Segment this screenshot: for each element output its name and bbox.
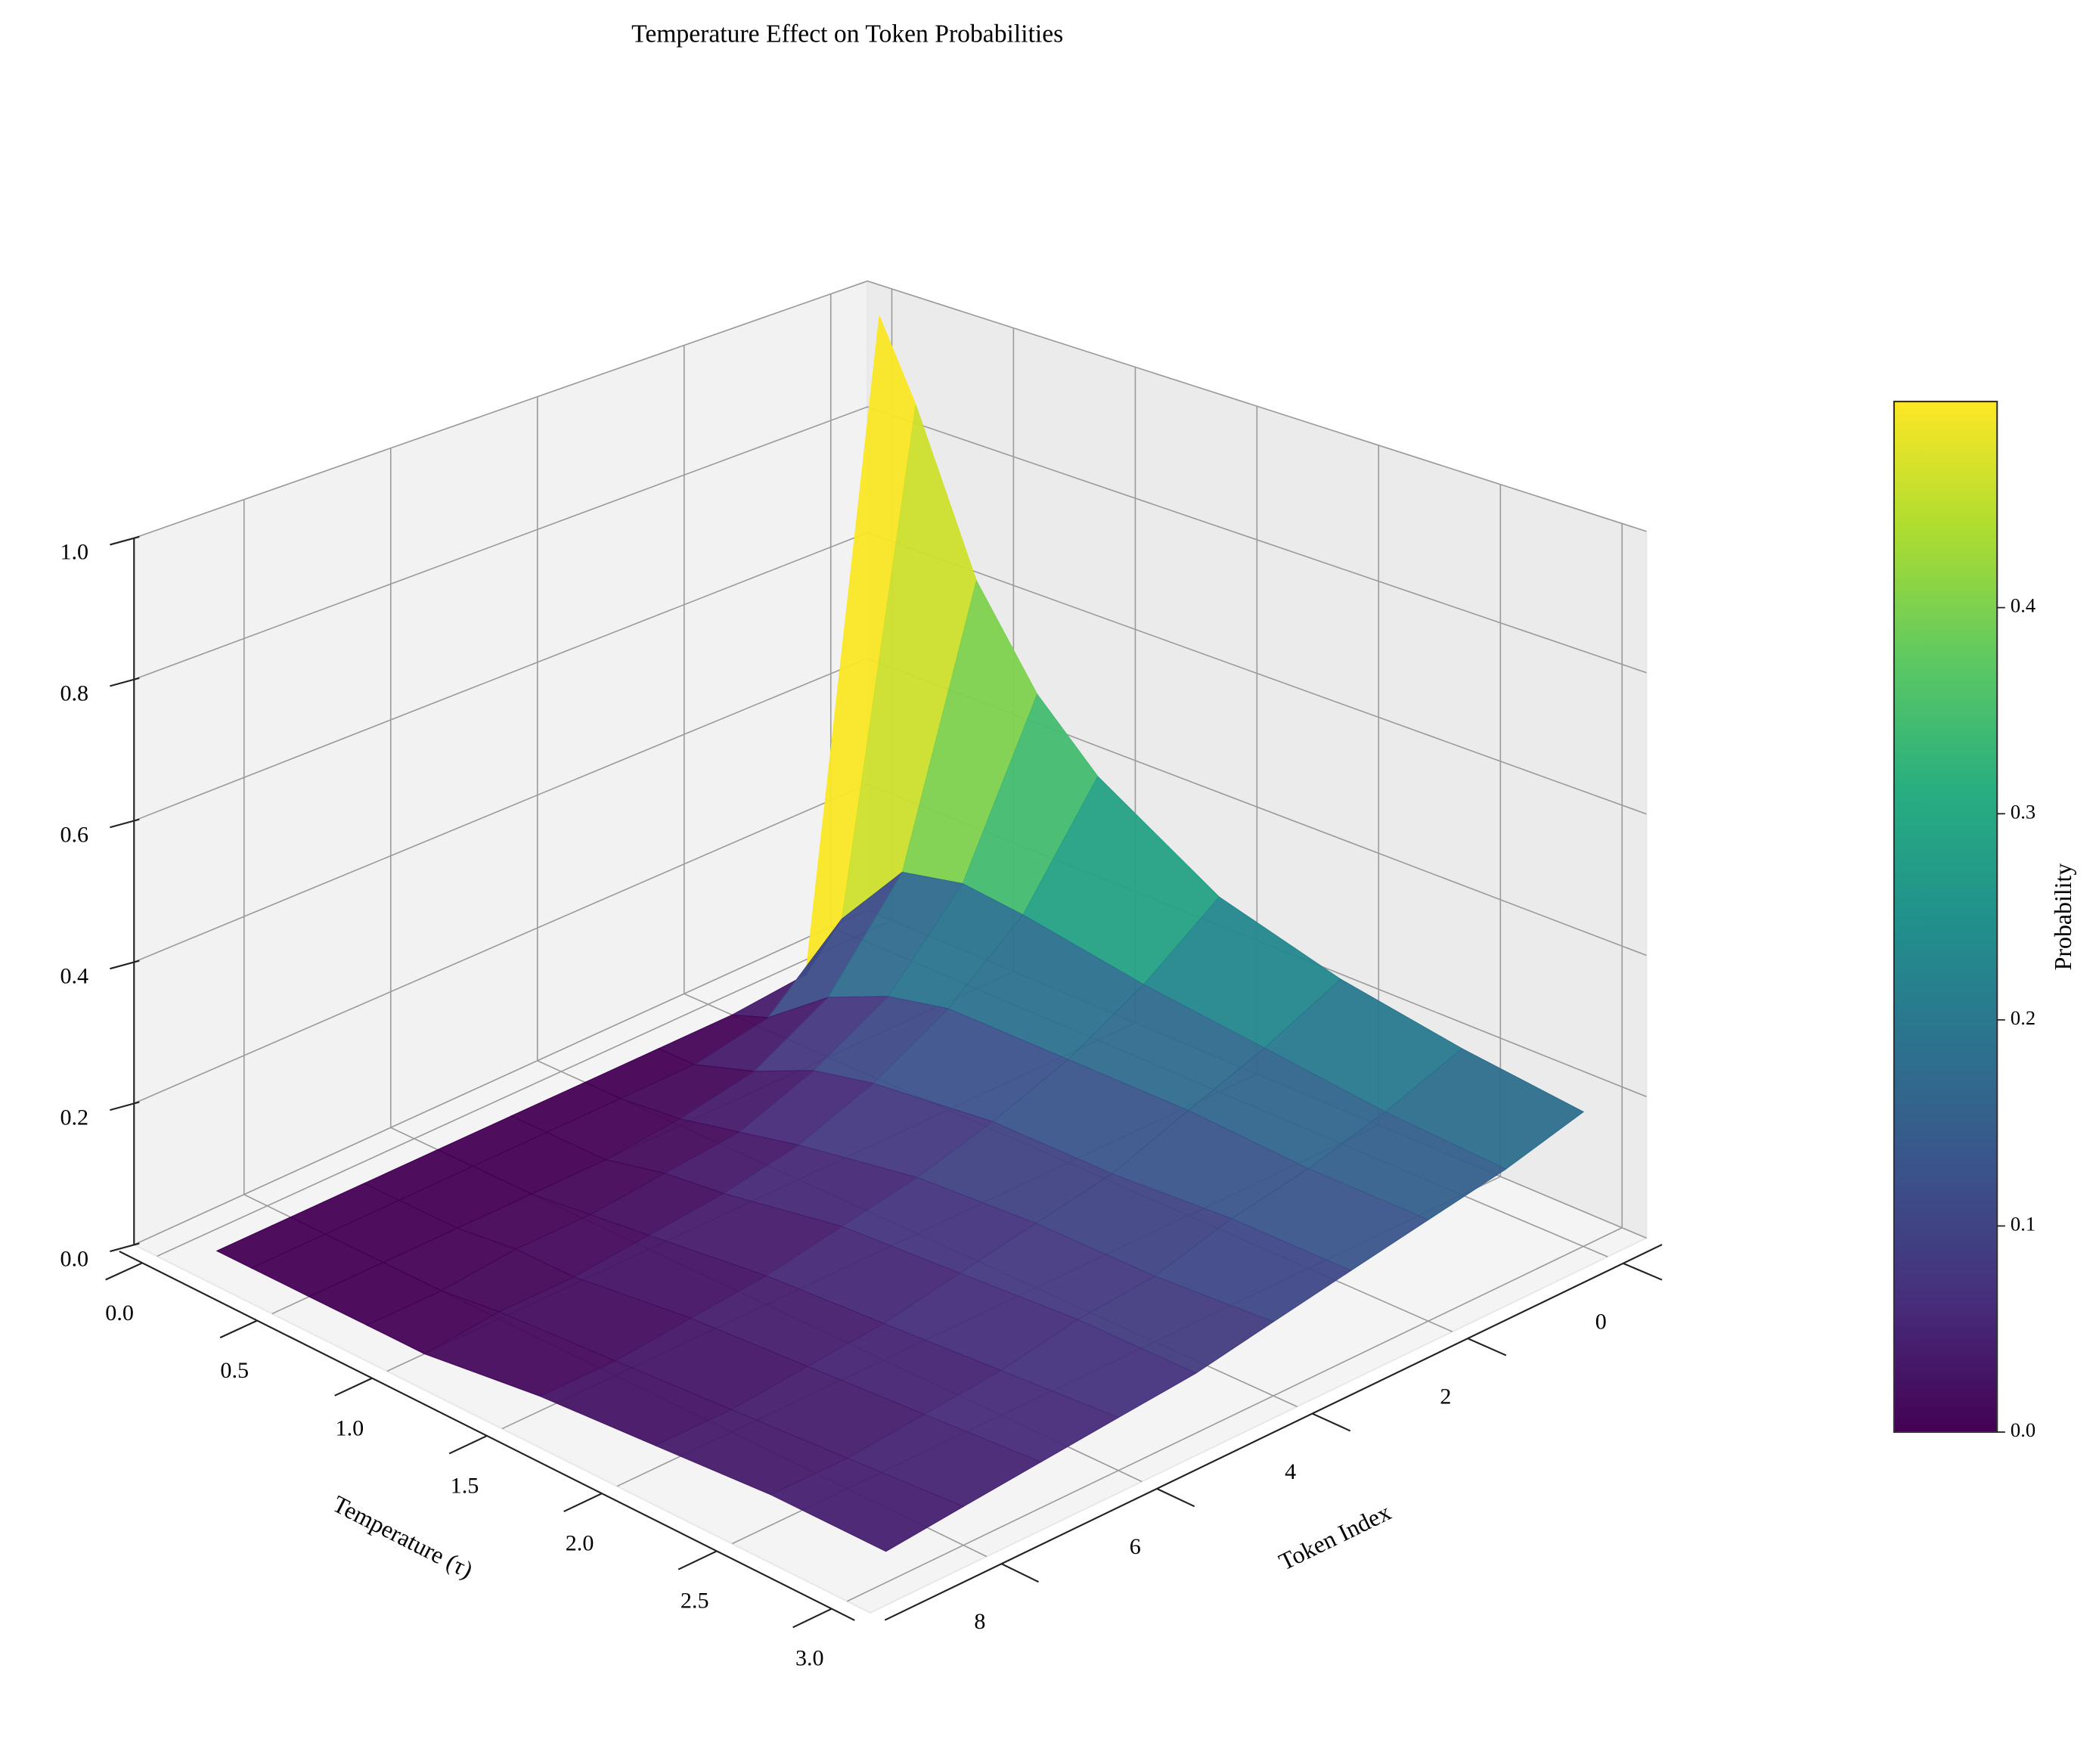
y-tick (563, 1493, 603, 1513)
x-tick (1000, 1563, 1040, 1583)
x-axis-line (884, 1244, 1663, 1621)
z-tick (110, 960, 140, 970)
grid-line (133, 280, 1647, 539)
y-tick-label: 0.5 (220, 1357, 249, 1383)
y-tick (792, 1607, 832, 1629)
y-axis-label: Temperature (τ) (329, 1490, 477, 1583)
y-tick-label: 1.0 (336, 1415, 364, 1440)
z-tick-label: 0.0 (60, 1245, 88, 1271)
z-tick (110, 1101, 140, 1111)
colorbar-tick-label: 0.2 (2011, 1006, 2035, 1029)
surface (215, 315, 1585, 1552)
colorbar-tick-label: 0.0 (2011, 1418, 2035, 1441)
x-tick (1156, 1487, 1195, 1508)
x-tick (1467, 1338, 1507, 1356)
y-tick (105, 1262, 143, 1281)
y-tick (219, 1319, 258, 1339)
z-tick-label: 0.6 (60, 822, 88, 848)
y-tick-label: 0.0 (105, 1300, 134, 1325)
colorbar-body (1893, 400, 1998, 1434)
x-tick (1312, 1412, 1351, 1432)
y-tick (448, 1435, 488, 1455)
x-tick (1623, 1262, 1663, 1281)
chart-title: Temperature Effect on Token Probabilitie… (631, 20, 1063, 48)
colorbar-tick-label: 0.1 (2011, 1213, 2035, 1235)
grid-line (133, 406, 1647, 680)
y-tick-label: 3.0 (795, 1645, 824, 1671)
z-tick (110, 818, 140, 829)
x-tick-label: 4 (1285, 1459, 1296, 1484)
z-tick-label: 1.0 (60, 539, 88, 565)
x-tick-label: 2 (1440, 1384, 1451, 1409)
colorbar-tick-label: 0.4 (2011, 594, 2035, 617)
x-tick-label: 6 (1130, 1533, 1141, 1559)
axes: 0 2 4 6 8 0.0 0.5 1.0 1.5 2.0 2.5 3.0 0.0 0.2 0.4 0.6 0.… (60, 535, 1663, 1671)
y-tick (334, 1377, 373, 1397)
x-tick-label: 0 (1595, 1309, 1607, 1335)
z-tick-label: 0.2 (60, 1104, 88, 1130)
y-tick (677, 1550, 718, 1570)
y-tick-label: 1.5 (451, 1472, 479, 1498)
y-tick-label: 2.0 (566, 1530, 594, 1555)
z-tick (110, 535, 140, 546)
z-tick-label: 0.4 (60, 963, 88, 988)
z-tick-label: 0.8 (60, 680, 88, 706)
z-tick (110, 1242, 140, 1253)
x-axis-label: Token Index (1275, 1499, 1395, 1575)
colorbar-tick-label: 0.3 (2011, 800, 2035, 823)
y-tick-label: 2.5 (681, 1587, 709, 1613)
colorbar: 0.0 0.1 0.2 0.3 0.4 (1893, 400, 2035, 1441)
colorbar-label: Probability (2050, 863, 2076, 971)
z-tick (110, 677, 140, 687)
x-tick-label: 8 (974, 1608, 985, 1634)
surface-face (769, 1457, 965, 1552)
